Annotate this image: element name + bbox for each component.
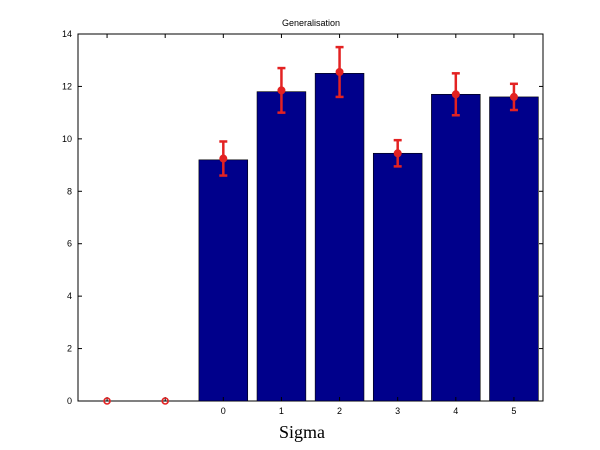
bar	[489, 96, 539, 402]
mean-marker	[451, 90, 460, 99]
y-tick-label: 4	[67, 291, 72, 301]
mean-marker	[161, 397, 169, 405]
x-tick-label: 1	[279, 406, 284, 416]
plot-frame	[77, 33, 544, 402]
y-tick-label: 6	[67, 239, 72, 249]
y-tick-label: 0	[67, 396, 72, 406]
bar	[256, 91, 307, 402]
y-tick-label: 10	[62, 134, 72, 144]
x-tick-label: 3	[395, 406, 400, 416]
bar	[198, 159, 249, 402]
mean-marker	[219, 154, 228, 163]
x-tick-label: 4	[453, 406, 458, 416]
mean-marker	[335, 68, 344, 77]
x-tick-label: 5	[511, 406, 516, 416]
x-tick-label: 2	[337, 406, 342, 416]
mean-marker	[277, 86, 286, 95]
y-tick-label: 12	[62, 81, 72, 91]
chart-title: Generalisation	[282, 18, 340, 28]
bar	[314, 73, 365, 402]
bar	[372, 152, 423, 402]
y-tick-label: 2	[67, 344, 72, 354]
x-axis-label: Sigma	[279, 422, 325, 442]
mean-marker	[509, 92, 518, 101]
bar	[431, 93, 481, 402]
mean-marker	[103, 397, 111, 405]
mean-marker	[393, 149, 402, 158]
y-tick-label: 8	[67, 186, 72, 196]
y-tick-label: 14	[62, 29, 72, 39]
x-tick-label: 0	[221, 406, 226, 416]
